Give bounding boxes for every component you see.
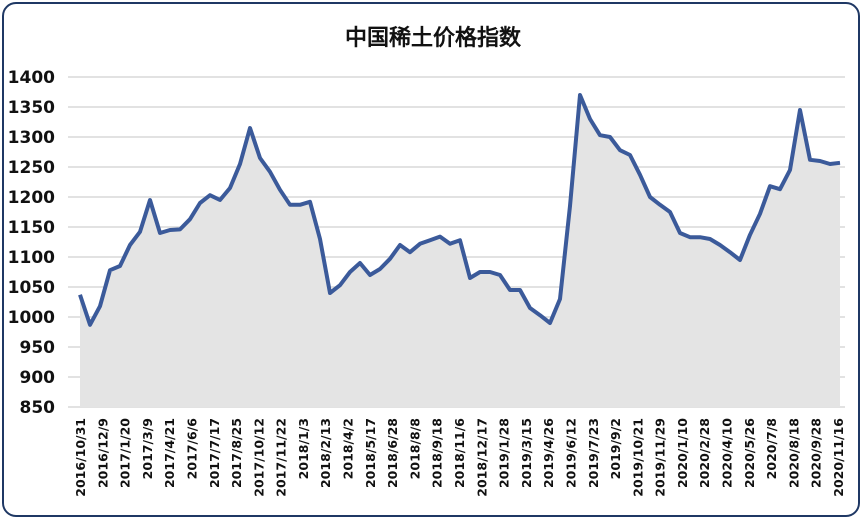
y-tick-label: 1300 <box>8 128 55 148</box>
x-tick-label: 2016/10/31 <box>73 418 88 497</box>
x-tick-label: 2020/1/10 <box>675 418 690 488</box>
x-tick-label: 2017/11/22 <box>274 418 289 497</box>
x-tick-label: 2017/1/20 <box>118 418 133 488</box>
x-tick-label: 2018/4/2 <box>341 418 356 479</box>
y-tick-label: 850 <box>20 398 56 418</box>
x-tick-label: 2019/11/29 <box>653 418 668 497</box>
x-tick-label: 2020/11/16 <box>831 418 846 497</box>
x-tick-label: 2020/8/18 <box>786 418 801 488</box>
y-tick-label: 1350 <box>8 98 55 118</box>
y-tick-label: 1050 <box>8 278 55 298</box>
x-tick-label: 2017/10/12 <box>251 418 266 497</box>
y-tick-label: 950 <box>20 338 56 358</box>
x-tick-label: 2018/1/3 <box>296 418 311 479</box>
y-tick-label: 1250 <box>8 158 55 178</box>
x-tick-label: 2018/5/17 <box>363 418 378 488</box>
x-tick-label: 2019/1/28 <box>497 418 512 488</box>
x-tick-label: 2017/6/6 <box>184 418 199 480</box>
x-tick-label: 2017/3/9 <box>140 418 155 479</box>
x-tick-label: 2017/4/21 <box>162 418 177 488</box>
chart-title: 中国稀土价格指数 <box>345 25 522 51</box>
x-tick-label: 2018/9/18 <box>430 418 445 488</box>
x-tick-label: 2016/12/9 <box>95 418 110 488</box>
y-tick-label: 1200 <box>8 188 55 208</box>
x-tick-label: 2018/11/6 <box>452 418 467 488</box>
y-tick-label: 1400 <box>8 68 55 88</box>
x-tick-label: 2019/7/23 <box>586 418 601 488</box>
x-tick-label: 2020/5/26 <box>742 418 757 488</box>
x-tick-label: 2019/3/15 <box>519 418 534 488</box>
x-tick-label: 2018/6/28 <box>385 418 400 488</box>
x-tick-label: 2020/9/28 <box>809 418 824 488</box>
x-tick-label: 2019/6/12 <box>563 418 578 488</box>
y-tick-label: 1150 <box>8 218 55 238</box>
y-tick-label: 1100 <box>8 248 55 268</box>
x-tick-label: 2019/10/21 <box>630 418 645 497</box>
x-tick-label: 2020/7/8 <box>764 418 779 479</box>
x-tick-label: 2019/4/26 <box>541 418 556 488</box>
x-tick-label: 2018/8/8 <box>407 418 422 479</box>
x-tick-label: 2017/8/25 <box>229 418 244 488</box>
y-tick-label: 900 <box>20 368 56 388</box>
x-tick-label: 2018/12/17 <box>474 418 489 497</box>
x-tick-label: 2019/9/2 <box>608 418 623 479</box>
x-tick-label: 2017/7/17 <box>207 418 222 488</box>
x-tick-label: 2020/2/28 <box>697 418 712 488</box>
x-tick-label: 2020/4/10 <box>720 418 735 488</box>
y-tick-label: 1000 <box>8 308 55 328</box>
x-tick-label: 2018/2/13 <box>318 418 333 488</box>
